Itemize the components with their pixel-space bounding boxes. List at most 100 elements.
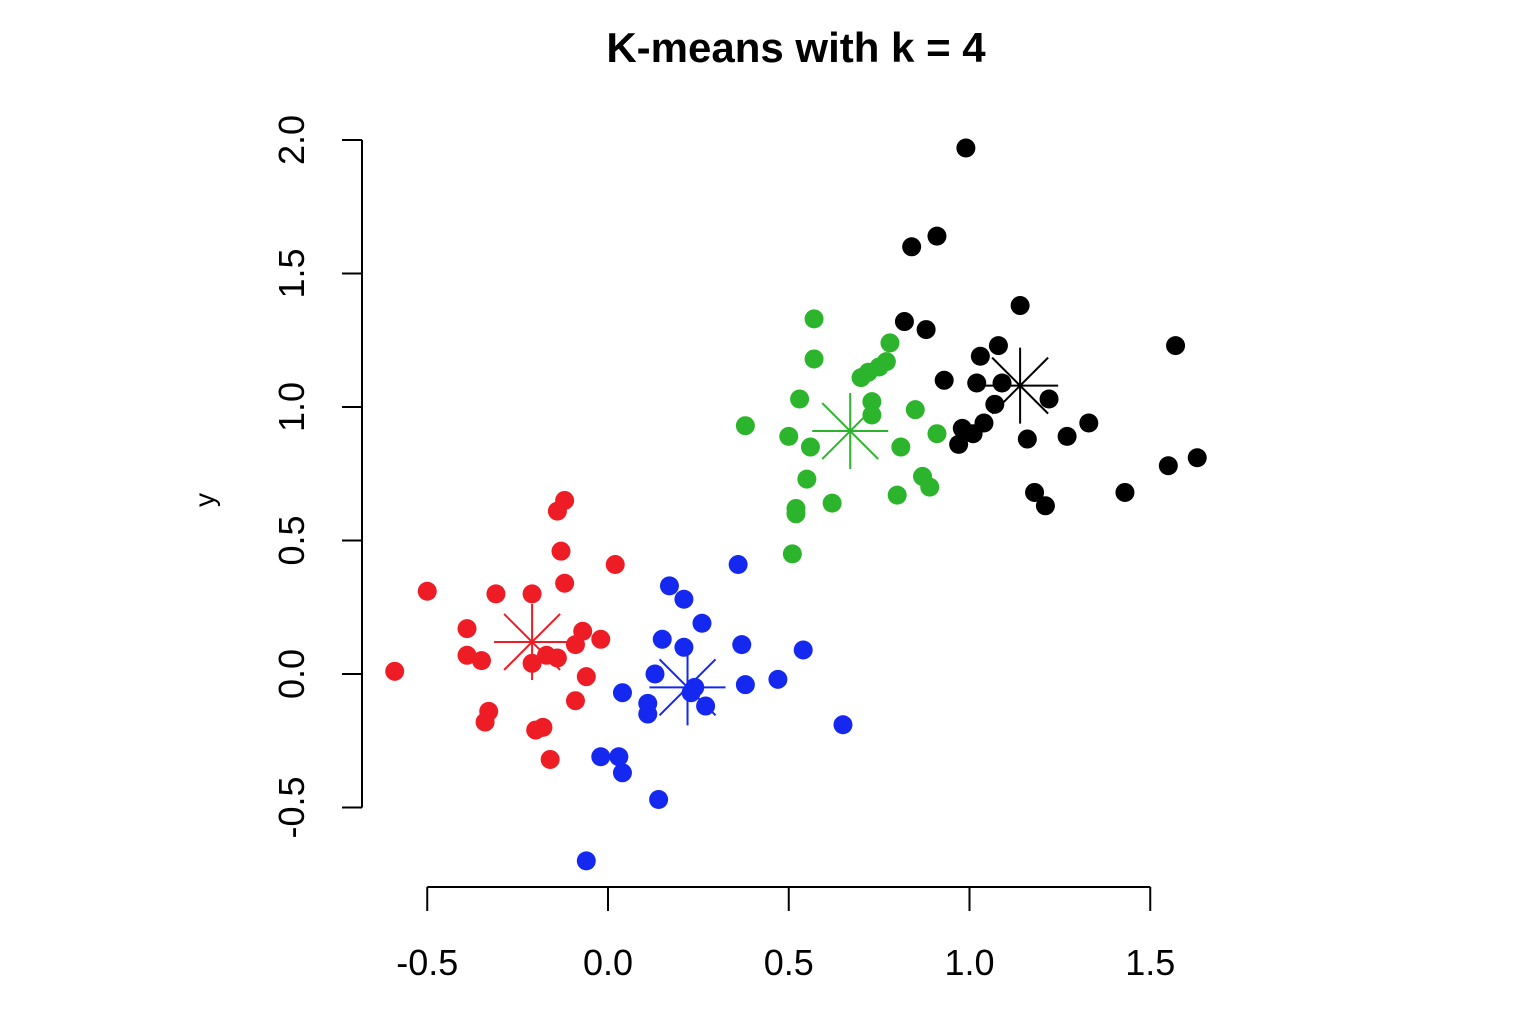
data-point xyxy=(1187,448,1207,468)
data-point xyxy=(891,437,911,457)
data-point xyxy=(555,573,575,593)
data-point xyxy=(800,437,820,457)
data-point xyxy=(985,394,1005,414)
data-point xyxy=(659,576,679,596)
data-points xyxy=(385,138,1207,871)
centroid-marker xyxy=(812,393,889,470)
data-point xyxy=(417,581,437,601)
centroid-marker xyxy=(649,649,726,726)
data-point xyxy=(790,389,810,409)
data-point xyxy=(992,373,1012,393)
data-point xyxy=(555,490,575,510)
data-point xyxy=(1035,496,1055,516)
data-point xyxy=(573,621,593,641)
data-point xyxy=(1158,456,1178,476)
y-tick-label: 1.0 xyxy=(271,382,312,432)
y-tick-label: 0.5 xyxy=(271,515,312,565)
data-point xyxy=(927,226,947,246)
data-point xyxy=(1025,482,1045,502)
data-point xyxy=(949,434,969,454)
data-point xyxy=(674,589,694,609)
x-tick-label: 0.5 xyxy=(764,942,814,983)
cluster-centroids xyxy=(494,347,1059,726)
data-point xyxy=(905,400,925,420)
data-point xyxy=(880,333,900,353)
data-point xyxy=(605,555,625,575)
data-point xyxy=(956,138,976,158)
data-point xyxy=(768,669,788,689)
x-tick-label: -0.5 xyxy=(396,942,458,983)
data-point xyxy=(735,675,755,695)
data-point xyxy=(902,237,922,257)
centroid-marker xyxy=(982,347,1059,424)
data-point xyxy=(1115,482,1135,502)
x-tick-label: 1.0 xyxy=(944,942,994,983)
data-point xyxy=(779,426,799,446)
data-point xyxy=(1057,426,1077,446)
y-tick-label: 0.0 xyxy=(271,649,312,699)
data-point xyxy=(833,715,853,735)
data-point xyxy=(457,619,477,639)
data-point xyxy=(970,346,990,366)
data-point xyxy=(565,691,585,711)
y-tick-label: 2.0 xyxy=(271,115,312,165)
data-point xyxy=(732,635,752,655)
data-point xyxy=(793,640,813,660)
data-point xyxy=(797,469,817,489)
data-point xyxy=(804,309,824,329)
x-tick-label: 1.5 xyxy=(1125,942,1175,983)
data-point xyxy=(591,629,611,649)
data-point xyxy=(649,789,669,809)
data-point xyxy=(385,661,405,681)
data-point xyxy=(522,584,542,604)
data-point xyxy=(916,320,936,340)
data-point xyxy=(974,413,994,433)
data-point xyxy=(1017,429,1037,449)
y-tick-label: -0.5 xyxy=(271,776,312,838)
data-point xyxy=(804,349,824,369)
x-axis: -0.5 0.0 0.5 1.0 1.5 xyxy=(396,886,1175,983)
data-point xyxy=(786,498,806,518)
data-point xyxy=(1039,389,1059,409)
data-point xyxy=(533,717,553,737)
data-point xyxy=(1079,413,1099,433)
data-point xyxy=(692,613,712,633)
data-point xyxy=(576,851,596,871)
data-point xyxy=(475,712,495,732)
data-point xyxy=(934,370,954,390)
data-point xyxy=(862,405,882,425)
centroid-marker xyxy=(494,603,571,680)
y-axis-title: y xyxy=(189,493,220,507)
data-point xyxy=(547,648,567,668)
data-point xyxy=(920,477,940,497)
data-point xyxy=(591,747,611,767)
data-point xyxy=(457,645,477,665)
data-point xyxy=(1010,296,1030,316)
data-point xyxy=(782,544,802,564)
data-point xyxy=(967,373,987,393)
data-point xyxy=(862,392,882,412)
data-point xyxy=(674,637,694,657)
data-point xyxy=(551,541,571,561)
chart-title: K-means with k = 4 xyxy=(606,24,986,71)
data-point xyxy=(728,555,748,575)
data-point xyxy=(486,584,506,604)
data-point xyxy=(887,485,907,505)
data-point xyxy=(988,336,1008,356)
data-point xyxy=(735,416,755,436)
y-tick-label: 1.5 xyxy=(271,248,312,298)
data-point xyxy=(1166,336,1186,356)
data-point xyxy=(876,352,896,372)
data-point xyxy=(638,693,658,713)
data-point xyxy=(645,664,665,684)
data-point xyxy=(612,763,632,783)
x-tick-label: 0.0 xyxy=(583,942,633,983)
data-point xyxy=(927,424,947,444)
data-point xyxy=(612,683,632,703)
data-point xyxy=(576,667,596,687)
data-point xyxy=(540,749,560,769)
data-point xyxy=(471,651,491,671)
y-axis: -0.5 0.0 0.5 1.0 1.5 2.0 xyxy=(271,115,363,839)
data-point xyxy=(894,312,914,332)
